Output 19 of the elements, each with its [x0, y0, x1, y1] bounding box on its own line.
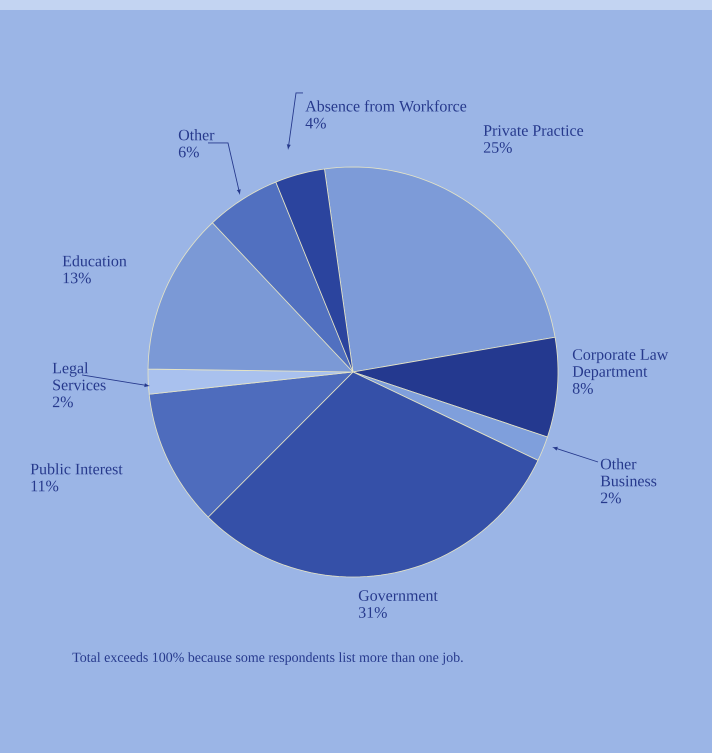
data-label: 31%	[358, 607, 387, 618]
data-label: 2%	[52, 396, 73, 408]
data-label: 4%	[306, 118, 326, 129]
data-label: 6%	[178, 146, 199, 158]
text: Total exceeds 100% because some respondents list more than one job.	[72, 652, 463, 665]
slice-label: Absence from Workforce	[305, 100, 466, 112]
data-label: 25%	[484, 142, 512, 153]
slice-label: Legal Services	[52, 362, 106, 390]
slice-label: Private Practice	[484, 125, 584, 136]
data-label: 8%	[572, 383, 593, 394]
slice-label: Education	[62, 255, 127, 266]
slice-label: Government	[358, 590, 438, 601]
data-label: 13%	[64, 272, 91, 284]
slice-label: Other Business	[600, 458, 656, 486]
slice-label: Other	[178, 129, 214, 140]
slice-label: Public Interest	[30, 463, 123, 474]
data-label: 2%	[600, 492, 621, 504]
data-label: 11%	[32, 480, 58, 492]
slice-label: Corporate Law Department	[572, 349, 668, 380]
